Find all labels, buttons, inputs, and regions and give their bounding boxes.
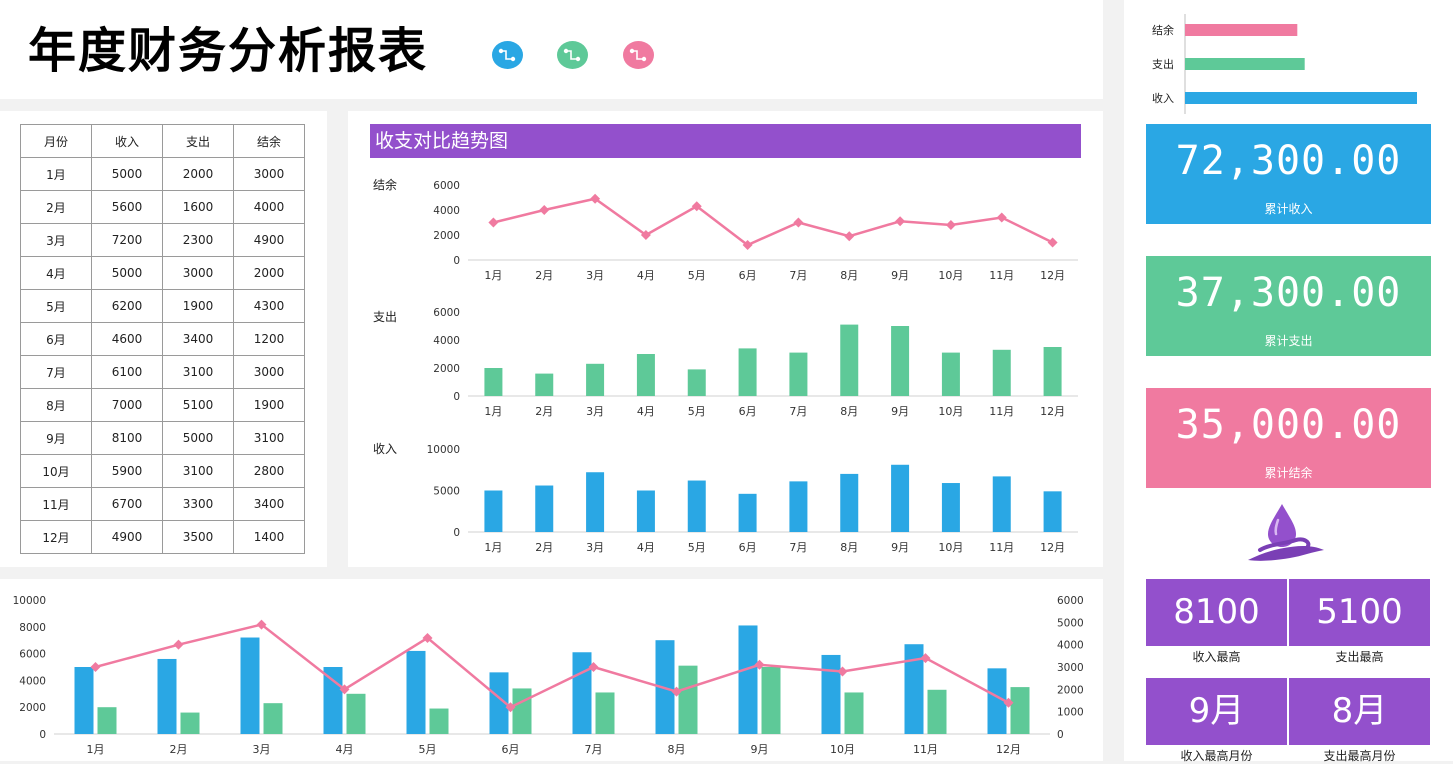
cell-month: 6月	[20, 322, 92, 356]
cell-balance: 3000	[233, 157, 305, 191]
cell-month: 12月	[20, 520, 92, 554]
cell-balance: 2000	[233, 256, 305, 290]
table-row: 8月 7000 5100 1900	[20, 388, 305, 422]
trend-chart-title: 收支对比趋势图	[370, 124, 1081, 158]
stat-max-expense-month: 8月	[1289, 678, 1430, 745]
cell-balance: 3100	[233, 421, 305, 455]
cell-expense: 5100	[162, 388, 234, 422]
income-row-label: 收入	[373, 442, 398, 456]
cell-income: 5900	[91, 454, 163, 488]
header-balance: 结余	[233, 124, 305, 158]
table-header-row: 月份 收入 支出 结余	[20, 124, 305, 158]
kpi-value: 72,300.00	[1175, 138, 1402, 184]
cell-expense: 3300	[162, 487, 234, 521]
cell-income: 7000	[91, 388, 163, 422]
table-row: 5月 6200 1900 4300	[20, 289, 305, 323]
cell-income: 5600	[91, 190, 163, 224]
cell-month: 5月	[20, 289, 92, 323]
cell-month: 9月	[20, 421, 92, 455]
table-row: 1月 5000 2000 3000	[20, 157, 305, 191]
cell-month: 3月	[20, 223, 92, 257]
expense-row-label: 支出	[373, 310, 398, 324]
cell-expense: 3100	[162, 355, 234, 389]
cell-month: 11月	[20, 487, 92, 521]
cell-income: 7200	[91, 223, 163, 257]
header-month: 月份	[20, 124, 92, 158]
drop-hand-icon	[1248, 504, 1324, 561]
table-row: 4月 5000 3000 2000	[20, 256, 305, 290]
cell-expense: 3000	[162, 256, 234, 290]
cell-month: 4月	[20, 256, 92, 290]
stat-max-expense: 5100	[1289, 579, 1430, 646]
table-row: 3月 7200 2300 4900	[20, 223, 305, 257]
kpi-label: 累计结余	[1264, 466, 1313, 480]
table-row: 6月 4600 3400 1200	[20, 322, 305, 356]
stat-max-expense-month-label: 支出最高月份	[1323, 749, 1396, 763]
stat-max-expense-label: 支出最高	[1335, 650, 1384, 664]
cell-month: 1月	[20, 157, 92, 191]
cell-balance: 1200	[233, 322, 305, 356]
cell-income: 6100	[91, 355, 163, 389]
green-link-icon	[557, 41, 588, 69]
cell-expense: 1900	[162, 289, 234, 323]
cell-balance: 4300	[233, 289, 305, 323]
stat-max-income-month: 9月	[1146, 678, 1287, 745]
title-panel	[0, 0, 1103, 99]
stat-max-income-month-label: 收入最高月份	[1180, 749, 1253, 763]
stat-max-income-label: 收入最高	[1192, 650, 1241, 664]
table-row: 11月 6700 3300 3400	[20, 487, 305, 521]
cell-income: 4900	[91, 520, 163, 554]
cell-expense: 3400	[162, 322, 234, 356]
cell-expense: 1600	[162, 190, 234, 224]
cell-income: 5000	[91, 157, 163, 191]
blue-link-icon	[492, 41, 523, 69]
header-expense: 支出	[162, 124, 234, 158]
stat-max-income: 8100	[1146, 579, 1287, 646]
cell-expense: 3500	[162, 520, 234, 554]
cell-month: 2月	[20, 190, 92, 224]
cell-balance: 4900	[233, 223, 305, 257]
kpi-label: 累计支出	[1264, 334, 1313, 348]
table-row: 2月 5600 1600 4000	[20, 190, 305, 224]
cell-income: 4600	[91, 322, 163, 356]
pink-link-icon	[623, 41, 654, 69]
table-row: 12月 4900 3500 1400	[20, 520, 305, 554]
cell-balance: 3400	[233, 487, 305, 521]
trend-panel	[348, 111, 1103, 567]
kpi-value: 35,000.00	[1175, 402, 1402, 448]
kpi-total-expense: 37,300.00 累计支出	[1146, 256, 1431, 356]
kpi-total-balance: 35,000.00 累计结余	[1146, 388, 1431, 488]
cell-balance: 1900	[233, 388, 305, 422]
cell-expense: 3100	[162, 454, 234, 488]
monthly-table: 月份 收入 支出 结余 1月 5000 2000 3000 2月 5600 1600 4000…	[20, 124, 305, 554]
cell-expense: 2300	[162, 223, 234, 257]
right-column	[1124, 0, 1453, 761]
header-income: 收入	[91, 124, 163, 158]
cell-month: 8月	[20, 388, 92, 422]
cell-income: 6700	[91, 487, 163, 521]
cell-income: 6200	[91, 289, 163, 323]
cell-balance: 1400	[233, 520, 305, 554]
page-title: 年度财务分析报表	[28, 23, 429, 79]
table-row: 7月 6100 3100 3000	[20, 355, 305, 389]
table-row: 10月 5900 3100 2800	[20, 454, 305, 488]
cell-balance: 3000	[233, 355, 305, 389]
cell-month: 7月	[20, 355, 92, 389]
kpi-label: 累计收入	[1264, 202, 1313, 216]
balance-row-label: 结余	[373, 178, 398, 192]
cell-balance: 4000	[233, 190, 305, 224]
table-row: 9月 8100 5000 3100	[20, 421, 305, 455]
kpi-value: 37,300.00	[1175, 270, 1402, 316]
kpi-total-income: 72,300.00 累计收入	[1146, 124, 1431, 224]
combo-panel	[0, 579, 1103, 761]
cell-income: 8100	[91, 421, 163, 455]
cell-balance: 2800	[233, 454, 305, 488]
cell-expense: 5000	[162, 421, 234, 455]
cell-month: 10月	[20, 454, 92, 488]
cell-income: 5000	[91, 256, 163, 290]
cell-expense: 2000	[162, 157, 234, 191]
